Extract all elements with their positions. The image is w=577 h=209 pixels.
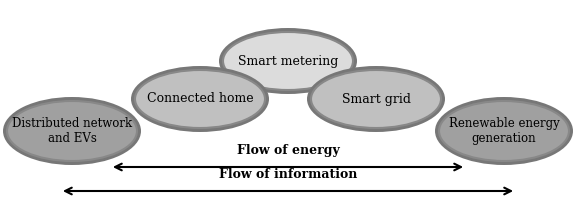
- Ellipse shape: [7, 101, 137, 161]
- Text: Renewable energy
generation: Renewable energy generation: [449, 117, 559, 145]
- Ellipse shape: [135, 70, 265, 128]
- Text: Distributed network
and EVs: Distributed network and EVs: [12, 117, 132, 145]
- Ellipse shape: [223, 32, 353, 90]
- Text: Flow of energy: Flow of energy: [237, 144, 339, 157]
- Text: Smart metering: Smart metering: [238, 55, 338, 68]
- Ellipse shape: [219, 28, 357, 94]
- Ellipse shape: [131, 66, 269, 132]
- Ellipse shape: [3, 97, 141, 165]
- Ellipse shape: [311, 70, 441, 128]
- Text: Smart grid: Smart grid: [342, 93, 410, 106]
- Text: Connected home: Connected home: [147, 93, 253, 106]
- Ellipse shape: [307, 66, 445, 132]
- Ellipse shape: [439, 101, 569, 161]
- Text: Flow of information: Flow of information: [219, 168, 357, 181]
- Ellipse shape: [435, 97, 573, 165]
